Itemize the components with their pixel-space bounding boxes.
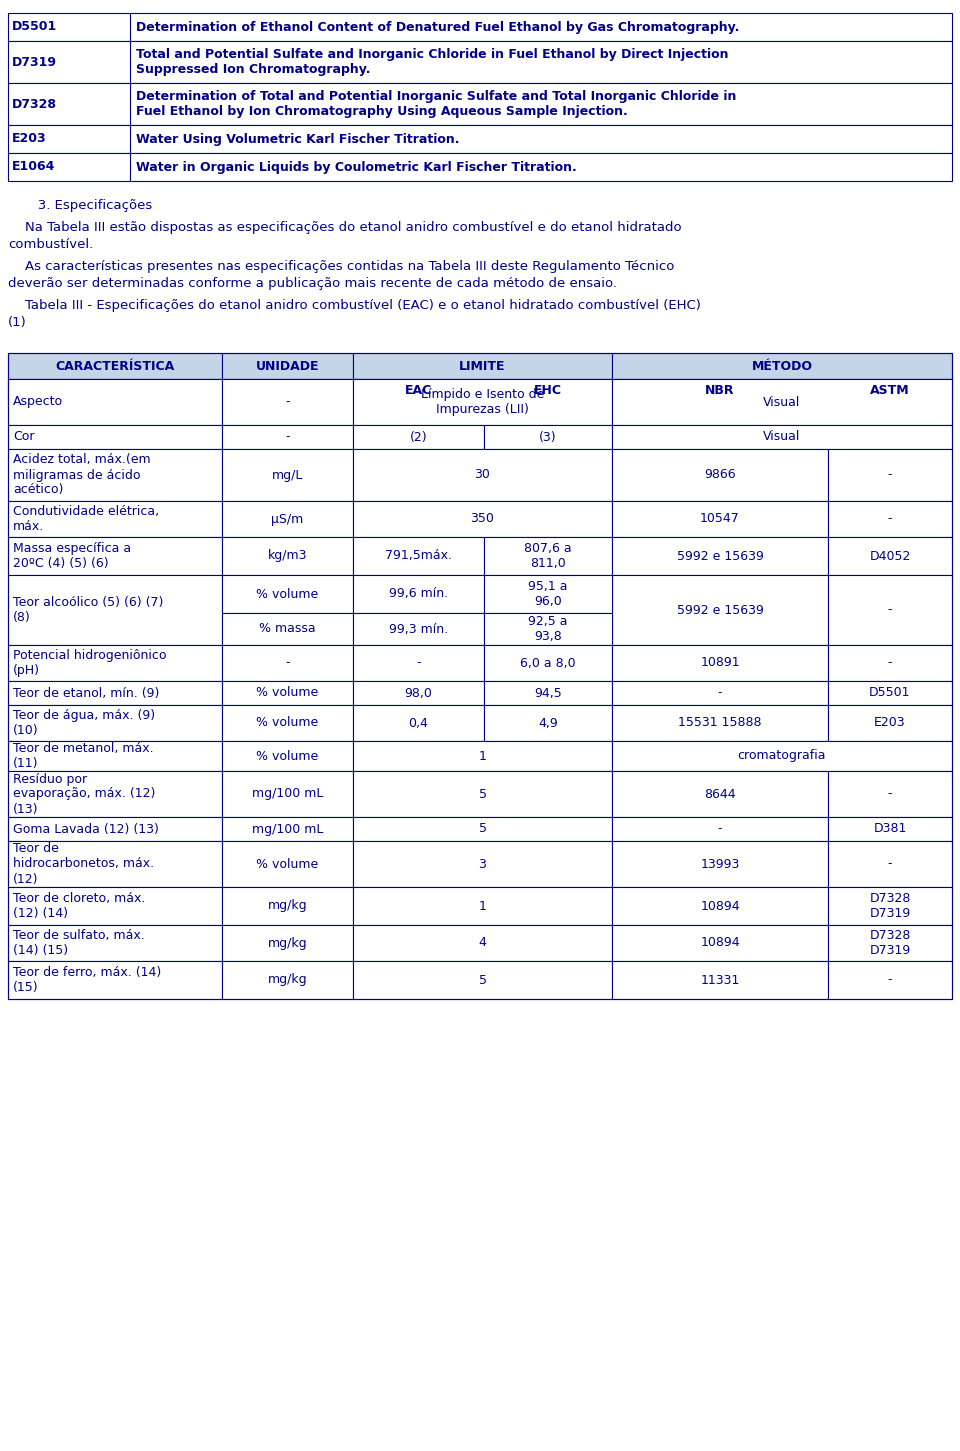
Text: kg/m3: kg/m3 — [268, 550, 307, 563]
Text: -: - — [888, 788, 892, 801]
Bar — [8, 379, 222, 425]
Text: Teor de sulfato, máx.
(14) (15): Teor de sulfato, máx. (14) (15) — [13, 929, 145, 958]
Text: D7319: D7319 — [12, 55, 57, 68]
Bar — [353, 537, 484, 575]
Text: Condutividade elétrica,
máx.: Condutividade elétrica, máx. — [13, 505, 159, 533]
Text: E1064: E1064 — [12, 161, 56, 174]
Bar — [8, 537, 222, 575]
Bar — [222, 537, 353, 575]
Text: 5: 5 — [478, 788, 487, 801]
Text: 13993: 13993 — [700, 858, 740, 871]
Text: Potencial hidrogeniônico
(pH): Potencial hidrogeniônico (pH) — [13, 649, 166, 678]
Bar — [828, 924, 952, 961]
Bar — [612, 379, 828, 400]
Text: mg/kg: mg/kg — [268, 974, 307, 987]
Text: Determination of Ethanol Content of Denatured Fuel Ethanol by Gas Chromatography: Determination of Ethanol Content of Dena… — [136, 20, 739, 33]
Text: (2): (2) — [410, 431, 427, 444]
Bar — [8, 13, 952, 41]
Bar — [222, 379, 353, 400]
Text: 15531 15888: 15531 15888 — [679, 717, 761, 730]
Bar — [353, 817, 612, 842]
Text: Teor de água, máx. (9)
(10): Teor de água, máx. (9) (10) — [13, 710, 156, 737]
Text: 807,6 a
811,0: 807,6 a 811,0 — [524, 543, 572, 570]
Bar — [612, 770, 828, 817]
Text: % massa: % massa — [259, 622, 316, 636]
Bar — [612, 646, 828, 681]
Bar — [8, 961, 222, 998]
Text: -: - — [888, 604, 892, 617]
Bar — [8, 41, 952, 83]
Text: mg/kg: mg/kg — [268, 900, 307, 913]
Text: 350: 350 — [470, 512, 494, 525]
Bar — [484, 537, 612, 575]
Bar — [612, 842, 828, 887]
Text: 6,0 a 8,0: 6,0 a 8,0 — [520, 656, 576, 669]
Bar — [222, 887, 353, 924]
Text: % volume: % volume — [256, 750, 319, 762]
Text: % volume: % volume — [256, 717, 319, 730]
Bar — [353, 612, 484, 646]
Text: E203: E203 — [875, 717, 906, 730]
Text: Na Tabela III estão dispostas as especificações do etanol anidro combustível e d: Na Tabela III estão dispostas as especif… — [8, 221, 682, 234]
Bar — [828, 501, 952, 537]
Text: Visual: Visual — [763, 431, 801, 444]
Text: Teor de ferro, máx. (14)
(15): Teor de ferro, máx. (14) (15) — [13, 966, 161, 994]
Bar — [8, 575, 222, 646]
Text: 11331: 11331 — [700, 974, 740, 987]
Bar — [612, 425, 952, 448]
Text: -: - — [888, 512, 892, 525]
Text: -: - — [718, 823, 722, 836]
Text: (3): (3) — [540, 431, 557, 444]
Text: MÉTODO: MÉTODO — [752, 360, 812, 373]
Text: 4,9: 4,9 — [539, 717, 558, 730]
Text: Visual: Visual — [763, 396, 801, 409]
Bar — [8, 353, 222, 379]
Text: mg/100 mL: mg/100 mL — [252, 823, 324, 836]
Bar — [353, 646, 484, 681]
Text: Aspecto: Aspecto — [13, 396, 63, 409]
Bar — [222, 770, 353, 817]
Bar — [484, 646, 612, 681]
Bar — [828, 887, 952, 924]
Text: D7328: D7328 — [12, 97, 57, 110]
Bar — [612, 705, 828, 741]
Text: D7328
D7319: D7328 D7319 — [870, 929, 911, 958]
Bar — [222, 924, 353, 961]
Bar — [353, 448, 612, 501]
Text: -: - — [285, 431, 290, 444]
Text: D5501: D5501 — [12, 20, 58, 33]
Bar — [612, 817, 828, 842]
Text: D381: D381 — [874, 823, 906, 836]
Bar — [222, 741, 353, 770]
Bar — [222, 817, 353, 842]
Bar — [828, 705, 952, 741]
Text: 5: 5 — [478, 823, 487, 836]
Bar — [353, 770, 612, 817]
Bar — [484, 681, 612, 705]
Bar — [612, 741, 952, 770]
Bar — [612, 448, 828, 501]
Text: 0,4: 0,4 — [409, 717, 428, 730]
Bar — [222, 961, 353, 998]
Text: -: - — [417, 656, 420, 669]
Text: 9866: 9866 — [705, 469, 735, 482]
Bar — [612, 575, 828, 646]
Bar — [828, 842, 952, 887]
Text: -: - — [888, 469, 892, 482]
Text: mg/100 mL: mg/100 mL — [252, 788, 324, 801]
Text: As características presentes nas especificações contidas na Tabela III deste Reg: As características presentes nas especif… — [8, 260, 674, 273]
Text: µS/m: µS/m — [272, 512, 303, 525]
Bar — [353, 924, 612, 961]
Bar — [353, 379, 612, 425]
Text: 5992 e 15639: 5992 e 15639 — [677, 604, 763, 617]
Bar — [8, 887, 222, 924]
Bar — [828, 379, 952, 400]
Text: Determination of Total and Potential Inorganic Sulfate and Total Inorganic Chlor: Determination of Total and Potential Ino… — [136, 90, 736, 118]
Bar — [828, 681, 952, 705]
Bar — [8, 842, 222, 887]
Bar — [353, 501, 612, 537]
Bar — [828, 448, 952, 501]
Bar — [222, 705, 353, 741]
Text: Goma Lavada (12) (13): Goma Lavada (12) (13) — [13, 823, 158, 836]
Bar — [828, 537, 952, 575]
